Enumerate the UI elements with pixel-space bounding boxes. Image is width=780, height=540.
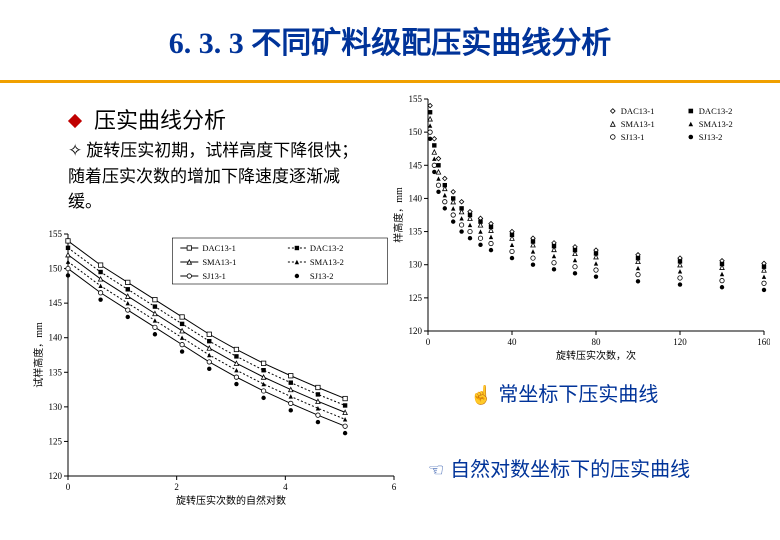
- svg-text:155: 155: [49, 229, 63, 239]
- svg-text:125: 125: [409, 293, 423, 303]
- svg-text:旋转压实次数，次: 旋转压实次数，次: [556, 349, 636, 362]
- svg-text:150: 150: [409, 127, 423, 137]
- svg-text:DAC13-1: DAC13-1: [202, 243, 236, 253]
- svg-text:DAC13-2: DAC13-2: [310, 243, 344, 253]
- svg-text:135: 135: [409, 227, 423, 237]
- svg-text:SJ13-2: SJ13-2: [699, 132, 723, 142]
- title-bar: 6. 3. 3 不同矿料级配压实曲线分析: [0, 0, 780, 83]
- svg-text:140: 140: [409, 193, 423, 203]
- svg-text:试样高度，mm: 试样高度，mm: [32, 322, 45, 388]
- svg-text:旋转压实次数的自然对数: 旋转压实次数的自然对数: [176, 494, 286, 507]
- svg-text:160: 160: [757, 337, 770, 347]
- svg-text:DAC13-2: DAC13-2: [699, 106, 733, 116]
- caption-linear: ☝ 常坐标下压实曲线: [470, 378, 658, 407]
- bullet-icon: [68, 114, 82, 128]
- marker-icon: ✧: [68, 141, 82, 160]
- svg-text:DAC13-1: DAC13-1: [621, 106, 655, 116]
- section-heading: 压实曲线分析: [70, 103, 226, 135]
- svg-text:SJ13-2: SJ13-2: [310, 271, 334, 281]
- caption-log-text: 自然对数坐标下的压实曲线: [450, 459, 690, 481]
- svg-text:120: 120: [673, 337, 687, 347]
- heading-text: 压实曲线分析: [94, 108, 226, 133]
- page-title: 6. 3. 3 不同矿料级配压实曲线分析: [169, 18, 612, 62]
- svg-text:155: 155: [409, 94, 423, 104]
- chart-log: 120 125 130 135 140 145 150 155 0 2 4 6 旋转压实次数的自然对数 试…: [30, 228, 400, 508]
- hand-left-icon: ☜: [428, 460, 444, 480]
- svg-text:SMA13-1: SMA13-1: [621, 119, 655, 129]
- svg-text:150: 150: [49, 264, 63, 274]
- svg-text:80: 80: [592, 337, 602, 347]
- svg-text:135: 135: [49, 367, 63, 377]
- caption-linear-text: 常坐标下压实曲线: [498, 384, 658, 406]
- svg-text:40: 40: [508, 337, 518, 347]
- svg-text:SMA13-2: SMA13-2: [310, 257, 344, 267]
- svg-text:6: 6: [392, 482, 397, 492]
- svg-text:SJ13-1: SJ13-1: [202, 271, 226, 281]
- svg-text:SMA13-1: SMA13-1: [202, 257, 236, 267]
- hand-up-icon: ☝: [470, 385, 492, 405]
- caption-log: ☜ 自然对数坐标下的压实曲线: [428, 453, 690, 482]
- svg-text:120: 120: [49, 471, 63, 481]
- svg-text:0: 0: [66, 482, 71, 492]
- svg-text:2: 2: [174, 482, 179, 492]
- svg-text:130: 130: [409, 260, 423, 270]
- svg-text:0: 0: [426, 337, 431, 347]
- svg-text:4: 4: [283, 482, 288, 492]
- svg-text:145: 145: [49, 298, 63, 308]
- svg-text:SMA13-2: SMA13-2: [699, 119, 733, 129]
- sub-bullet: ✧旋转压实初期，试样高度下降很快；随着压实次数的增加下降速度逐渐减缓。: [68, 138, 368, 215]
- svg-text:140: 140: [49, 333, 63, 343]
- svg-text:SJ13-1: SJ13-1: [621, 132, 645, 142]
- svg-text:145: 145: [409, 160, 423, 170]
- svg-text:120: 120: [409, 326, 423, 336]
- sub-bullet-text: 旋转压实初期，试样高度下降很快；随着压实次数的增加下降速度逐渐减缓。: [68, 141, 358, 211]
- svg-text:125: 125: [49, 436, 63, 446]
- chart-linear: 120 125 130 135 140 145 150 155 0 40 80 120 160 旋转压实次…: [390, 93, 770, 363]
- svg-text:130: 130: [49, 402, 63, 412]
